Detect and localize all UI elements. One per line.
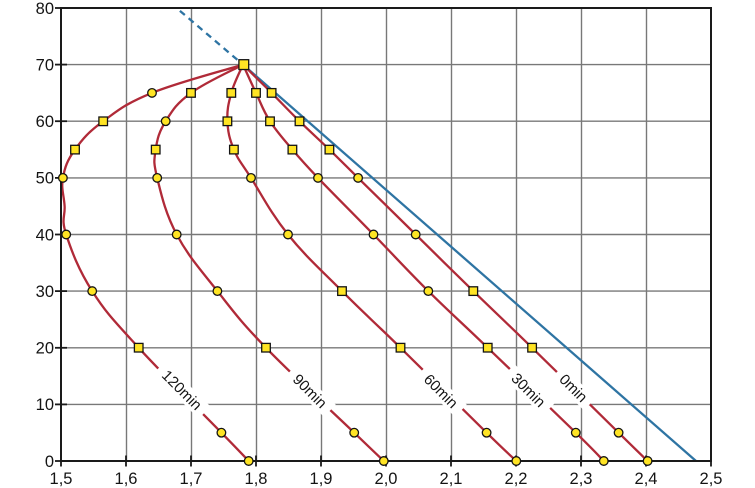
svg-text:60: 60 (36, 113, 54, 131)
svg-text:2,5: 2,5 (700, 470, 723, 488)
svg-text:0: 0 (45, 453, 54, 471)
svg-text:2,4: 2,4 (635, 470, 658, 488)
svg-text:2,2: 2,2 (505, 470, 528, 488)
svg-text:2,0: 2,0 (375, 470, 398, 488)
svg-text:1,7: 1,7 (180, 470, 203, 488)
svg-text:1,9: 1,9 (310, 470, 333, 488)
svg-text:1,5: 1,5 (50, 470, 73, 488)
svg-text:80: 80 (36, 0, 54, 18)
svg-text:40: 40 (36, 226, 54, 244)
svg-text:2,3: 2,3 (570, 470, 593, 488)
svg-text:1,8: 1,8 (245, 470, 268, 488)
svg-text:20: 20 (36, 340, 54, 358)
svg-text:70: 70 (36, 56, 54, 74)
svg-text:30: 30 (36, 283, 54, 301)
svg-text:50: 50 (36, 170, 54, 188)
svg-text:2,1: 2,1 (440, 470, 463, 488)
svg-text:10: 10 (36, 396, 54, 414)
svg-text:1,6: 1,6 (115, 470, 138, 488)
